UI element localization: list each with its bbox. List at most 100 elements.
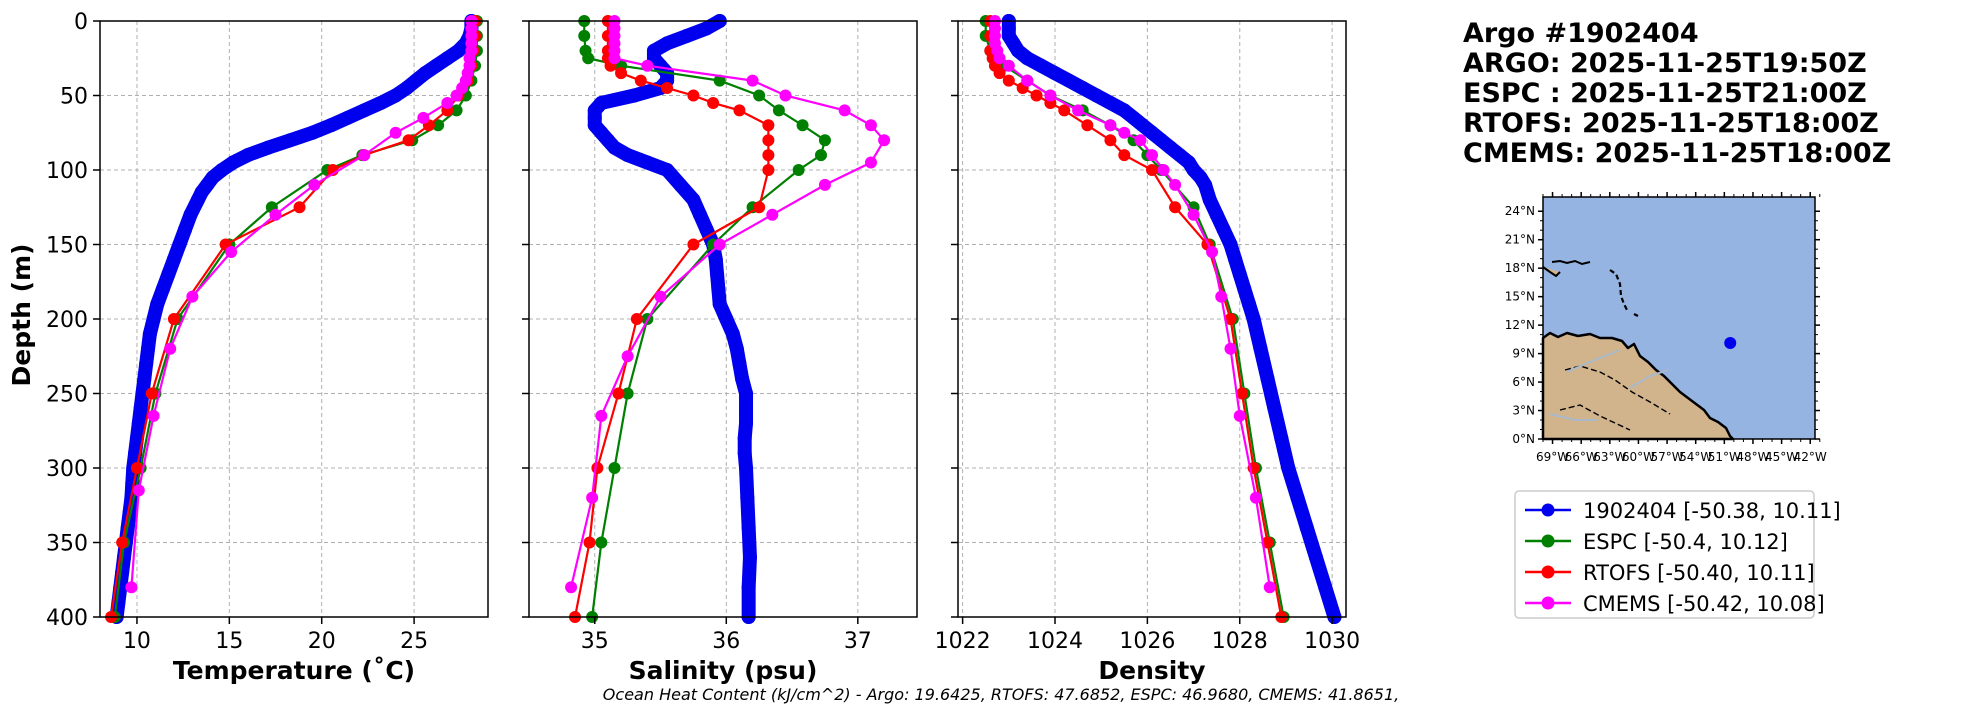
temperature-panel: 10 15 20 25050100150200250300350400Temperat… — [46, 10, 489, 685]
data-point-rtofs — [145, 387, 158, 400]
legend-marker-cmems — [1541, 596, 1555, 610]
legend-frame — [1514, 490, 1815, 619]
x-tick-label: 1028 — [1212, 629, 1268, 654]
x-axis-label: Salinity (psu) — [629, 656, 818, 685]
data-point-argo — [719, 312, 734, 326]
data-point-cmems — [417, 111, 430, 124]
data-point-cmems — [441, 96, 454, 109]
x-axis-label: Density — [1098, 656, 1205, 685]
data-point-rtofs — [1224, 313, 1237, 325]
data-point-cmems — [838, 104, 851, 117]
y-tick-label: 150 — [46, 234, 88, 259]
data-point-cmems — [164, 342, 177, 355]
data-point-argo — [111, 595, 126, 610]
data-point-argo — [357, 103, 372, 118]
data-point-argo — [133, 401, 148, 416]
data-point-argo — [240, 148, 255, 163]
data-point-argo — [1232, 267, 1247, 282]
x-tick-label: 36 — [712, 629, 740, 654]
data-point-argo — [627, 88, 642, 103]
data-point-argo — [737, 431, 752, 446]
data-point-argo — [1103, 95, 1118, 110]
data-point-rtofs — [591, 462, 604, 474]
data-point-argo — [1281, 461, 1296, 475]
data-point-argo — [1020, 51, 1035, 66]
data-point-argo — [741, 520, 756, 535]
map-coast-cuba-hispaniola — [1551, 259, 1591, 266]
map-coast-antilles — [1609, 269, 1639, 317]
data-point-cmems — [864, 119, 877, 132]
data-point-argo — [1308, 550, 1323, 565]
data-point-argo — [739, 416, 754, 431]
data-point-cmems — [450, 89, 463, 102]
data-point-rtofs — [167, 313, 180, 325]
map-lon-label: 42°W — [1794, 450, 1827, 464]
data-point-argo — [739, 401, 754, 416]
y-tick-label: 50 — [60, 85, 88, 110]
data-point-rtofs — [1169, 201, 1182, 214]
data-point-rtofs — [1081, 119, 1094, 132]
data-point-argo — [660, 36, 675, 51]
data-point-argo — [1290, 490, 1305, 505]
data-point-espc — [621, 387, 634, 400]
data-point-rtofs — [130, 462, 143, 474]
data-point-cmems — [1263, 581, 1276, 594]
data-point-cmems — [1146, 149, 1158, 162]
y-tick-label: 400 — [46, 606, 88, 631]
header-line-cmems-time: CMEMS: 2025-11-25T18:00Z — [1463, 138, 1891, 169]
data-point-rtofs — [687, 238, 700, 251]
data-point-cmems — [147, 409, 160, 422]
data-point-espc — [608, 462, 621, 474]
data-point-argo — [1237, 282, 1252, 297]
data-point-rtofs — [762, 164, 775, 176]
data-point-cmems — [586, 491, 599, 504]
data-point-rtofs — [762, 134, 775, 147]
map-lat-label: 12°N — [1505, 318, 1535, 332]
data-point-cmems — [1233, 409, 1246, 422]
data-point-rtofs — [1058, 104, 1071, 117]
data-point-argo — [711, 282, 726, 297]
data-point-cmems — [389, 126, 402, 139]
data-point-espc — [796, 119, 809, 132]
map-ticks: 24°N 21°N 18°N 15°N 12°N 9°N 6°N 3°N 0°N69°W66°W… — [1505, 192, 1827, 464]
y-tick-label: 350 — [46, 532, 88, 557]
data-point-argo — [1228, 252, 1243, 267]
map-lat-label: 15°N — [1505, 290, 1535, 304]
data-point-argo — [141, 341, 156, 356]
map-lon-label: 51°W — [1708, 450, 1741, 464]
data-point-cmems — [1021, 74, 1034, 87]
data-point-argo — [739, 461, 754, 475]
data-point-espc — [772, 104, 785, 117]
data-point-argo — [131, 416, 146, 431]
data-point-argo — [1034, 58, 1049, 73]
location-map: 24°N 21°N 18°N 15°N 12°N 9°N 6°N 3°N 0°N69°W66°W… — [1505, 192, 1827, 464]
data-point-argo — [129, 431, 144, 446]
data-point-argo — [1223, 237, 1238, 252]
map-lat-label: 6°N — [1512, 375, 1535, 389]
map-lon-label: 45°W — [1765, 450, 1798, 464]
data-point-rtofs — [707, 96, 720, 109]
data-point-argo — [1209, 207, 1224, 222]
data-point-rtofs — [634, 74, 647, 87]
data-point-rtofs — [1030, 89, 1043, 102]
data-point-cmems — [1249, 491, 1262, 504]
data-point-argo — [620, 148, 635, 163]
x-tick-label: 25 — [400, 629, 428, 654]
data-point-argo — [388, 88, 403, 103]
data-point-argo — [699, 21, 714, 36]
data-point-argo — [708, 252, 723, 267]
map-lon-label: 63°W — [1593, 450, 1626, 464]
data-point-argo — [1246, 312, 1261, 326]
map-lat-label: 3°N — [1512, 404, 1535, 418]
data-point-espc — [595, 536, 608, 549]
map-lat-label: 18°N — [1505, 261, 1535, 275]
data-point-cmems — [641, 59, 654, 72]
data-point-cmems — [186, 290, 199, 303]
data-point-argo — [737, 446, 752, 461]
data-point-argo — [1242, 297, 1256, 312]
x-tick-label: 1022 — [935, 629, 991, 654]
data-point-argo — [226, 155, 241, 170]
data-point-rtofs — [1236, 387, 1249, 400]
data-point-cmems — [1104, 119, 1117, 132]
data-point-cmems — [1157, 164, 1170, 176]
